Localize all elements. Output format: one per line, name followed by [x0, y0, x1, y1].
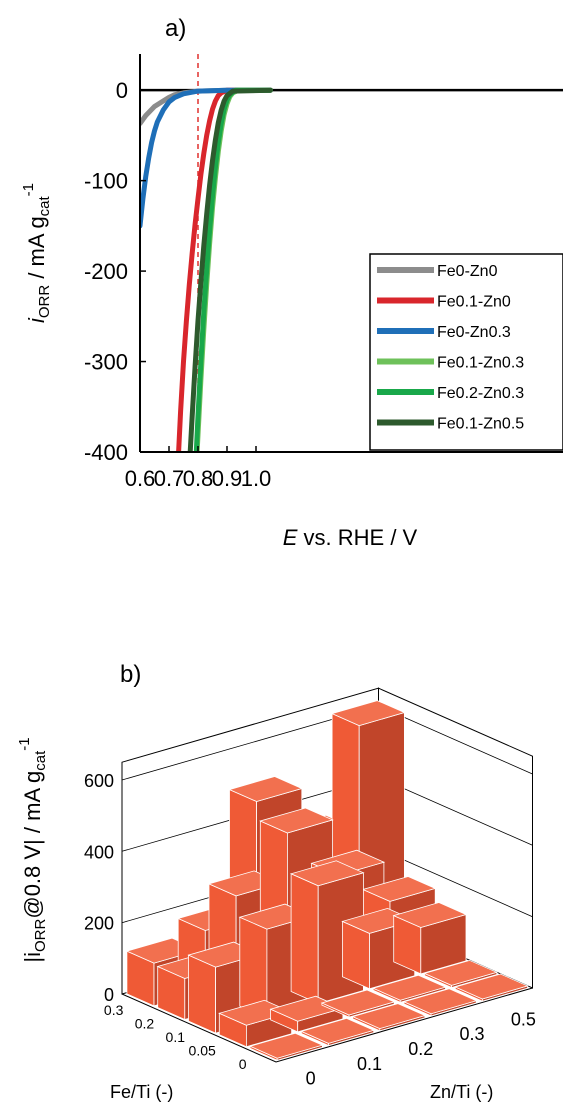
- fe-tick-label: 0: [239, 1056, 247, 1072]
- bar-face-top: [289, 860, 365, 887]
- bar-face-top: [454, 973, 529, 1000]
- y-tick-label: -200: [84, 259, 128, 284]
- x-tick-label: 0.7: [154, 466, 185, 491]
- x-tick-label: 1.0: [241, 466, 272, 491]
- bar-face-top: [320, 989, 396, 1016]
- panel-b-bars: [125, 700, 529, 1061]
- series-line-2: [140, 87, 273, 229]
- legend-label-1: Fe0.1-Zn0: [437, 294, 511, 311]
- panel-b-fe-axis-label: Fe/Ti (-): [110, 1082, 173, 1102]
- bar-face-left: [290, 873, 319, 1005]
- legend-label-3: Fe0.1-Zn0.3: [437, 355, 524, 372]
- panel-a-x-axis-label: E vs. RHE / V: [283, 525, 418, 550]
- x-tick-label: 0.9: [212, 466, 243, 491]
- bar-face-top: [248, 1032, 324, 1059]
- fe-tick-label: 0.05: [189, 1043, 216, 1059]
- legend-label-4: Fe0.2-Zn0.3: [437, 385, 524, 402]
- legend-label-0: Fe0-Zn0: [437, 263, 498, 280]
- y-tick-label: -400: [84, 440, 128, 465]
- panel-a-line-chart: a) 0.60.70.80.91.0 0 -100 -200 -300 -400 E v…: [20, 15, 563, 550]
- bar-face-top: [228, 776, 303, 802]
- panel-a-label: a): [165, 15, 186, 42]
- panel-b-z-axis-label: |iORR@0.8 V| / mA gcat-1: [16, 737, 49, 962]
- y-tick-label: -300: [84, 350, 128, 375]
- legend-label-2: Fe0-Zn0.3: [437, 324, 511, 341]
- bar-face-top: [361, 876, 437, 902]
- bar-face-top: [330, 700, 406, 727]
- z-tick-label: 400: [84, 842, 114, 862]
- panel-a-series-group: [140, 87, 273, 452]
- bar-zn0.3-fe0.05: [372, 974, 447, 1003]
- x-tick-label: 0.6: [125, 466, 156, 491]
- z-tick-label: 200: [84, 914, 114, 934]
- panel-a-x-tick-labels: 0.60.70.80.91.0: [125, 446, 272, 491]
- panel-a-legend: Fe0-Zn0 Fe0.1-Zn0 Fe0-Zn0.3 Fe0.1-Zn0.3 Fe0.…: [369, 253, 563, 451]
- bar-zn0.2-fe0.1: [289, 860, 365, 1005]
- bar-zn0.5-fe0.05: [423, 959, 498, 989]
- z-tick-label: 600: [84, 771, 114, 791]
- bar-zn0.5-fe0.1: [392, 902, 468, 975]
- bar-face-left: [188, 954, 217, 1034]
- zn-tick-label: 0: [306, 1069, 316, 1089]
- series-line-1: [176, 87, 273, 452]
- panel-b-zn-axis-label: Zn/Ti (-): [430, 1082, 493, 1102]
- bar-zn0.5-fe0: [454, 973, 529, 1002]
- x-tick-label: 0.8: [183, 466, 214, 491]
- z-tick-label: 0: [104, 985, 114, 1005]
- bar-face-top: [402, 988, 478, 1015]
- bar-face-top: [372, 974, 447, 1001]
- y-tick-label: 0: [116, 78, 128, 103]
- panel-b-label: b): [120, 661, 141, 688]
- floor-front-edges: [121, 987, 533, 1063]
- bar-face-top: [392, 902, 468, 928]
- zn-tick-label: 0.5: [511, 1009, 536, 1029]
- y-tick-label: -100: [84, 169, 128, 194]
- gridline: [121, 705, 533, 781]
- bar-face-top: [300, 1017, 375, 1044]
- bar-zn0.2-fe0: [351, 1003, 427, 1032]
- bar-zn0.3-fe0: [402, 988, 478, 1017]
- bar-face-top: [351, 1003, 427, 1030]
- series-line-5: [187, 87, 273, 452]
- zn-tick-label: 0.3: [460, 1024, 485, 1044]
- bar-zn0.2-fe0.05: [320, 989, 396, 1018]
- fe-tick-label: 0.2: [135, 1015, 155, 1031]
- legend-box: [369, 253, 563, 451]
- panel-a-y-axis-label: iORR / mA gcat-1: [20, 183, 53, 323]
- zn-tick-label: 0.2: [408, 1039, 433, 1059]
- bar-face-top: [423, 959, 498, 986]
- fe-tick-label: 0.1: [166, 1029, 186, 1045]
- legend-label-5: Fe0.1-Zn0.5: [437, 416, 524, 433]
- bar-zn0.1-fe0: [300, 1017, 375, 1047]
- bar-zn0-fe0: [248, 1032, 324, 1061]
- panel-a-y-tick-labels: 0 -100 -200 -300 -400: [84, 78, 146, 465]
- zn-tick-label: 0.1: [357, 1054, 382, 1074]
- bar-face-top: [259, 807, 334, 834]
- fe-tick-label: 0.3: [104, 1002, 124, 1018]
